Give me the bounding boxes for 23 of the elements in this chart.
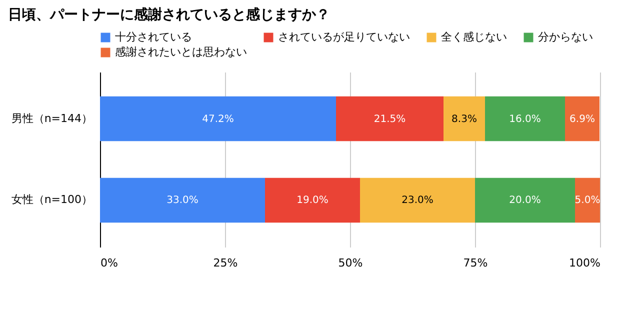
x-tick-label: 25% — [213, 256, 238, 270]
data-label: 33.0% — [166, 195, 198, 206]
legend-label: 十分されている — [115, 30, 192, 44]
legend-label: 分からない — [538, 30, 593, 44]
data-label: 5.0% — [574, 195, 600, 206]
x-tick-label: 100% — [569, 256, 600, 270]
y-tick-label: 女性（n=100） — [11, 193, 92, 206]
x-tick-label: 0% — [100, 256, 118, 270]
data-label: 19.0% — [296, 195, 328, 206]
data-label: 8.3% — [452, 114, 477, 125]
legend-label: 感謝されたいとは思わない — [115, 46, 247, 58]
data-label: 23.0% — [402, 195, 434, 206]
data-label: 6.9% — [570, 114, 595, 125]
data-label: 20.0% — [509, 195, 541, 206]
legend-label: されているが足りていない — [278, 30, 410, 44]
y-tick-label: 男性（n=144） — [11, 112, 92, 125]
x-tick-label: 50% — [338, 256, 363, 270]
data-label: 16.0% — [509, 114, 541, 125]
legend-label: 全く感じない — [441, 30, 507, 44]
data-label: 21.5% — [374, 114, 406, 125]
x-tick-label: 75% — [463, 256, 488, 270]
chart-title: 日頃、パートナーに感謝されていると感じますか？ — [8, 6, 330, 23]
data-label: 47.2% — [202, 114, 234, 125]
